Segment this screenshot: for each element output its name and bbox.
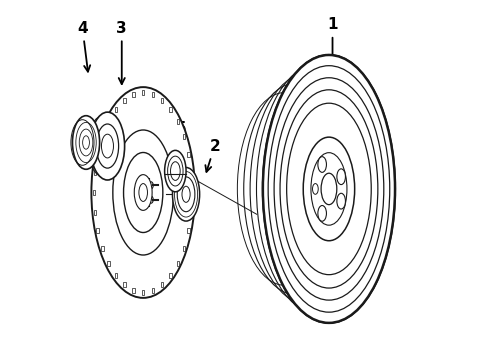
- FancyBboxPatch shape: [177, 119, 179, 124]
- Ellipse shape: [321, 173, 337, 204]
- FancyBboxPatch shape: [123, 98, 125, 103]
- Ellipse shape: [123, 153, 163, 233]
- FancyBboxPatch shape: [161, 283, 163, 288]
- Ellipse shape: [182, 186, 190, 202]
- Ellipse shape: [73, 116, 99, 169]
- FancyBboxPatch shape: [93, 190, 95, 195]
- Ellipse shape: [337, 193, 345, 209]
- FancyBboxPatch shape: [187, 228, 190, 233]
- Ellipse shape: [92, 87, 195, 298]
- Ellipse shape: [149, 196, 153, 203]
- FancyBboxPatch shape: [183, 246, 185, 251]
- Ellipse shape: [318, 157, 326, 172]
- FancyBboxPatch shape: [107, 119, 110, 124]
- FancyBboxPatch shape: [142, 90, 145, 95]
- FancyBboxPatch shape: [97, 152, 99, 157]
- FancyBboxPatch shape: [161, 98, 163, 103]
- Ellipse shape: [177, 177, 195, 212]
- Ellipse shape: [149, 182, 153, 189]
- Ellipse shape: [134, 175, 152, 210]
- Ellipse shape: [90, 112, 124, 180]
- Ellipse shape: [318, 206, 326, 221]
- FancyBboxPatch shape: [190, 210, 193, 215]
- FancyBboxPatch shape: [169, 273, 172, 278]
- FancyBboxPatch shape: [151, 288, 154, 293]
- Ellipse shape: [139, 184, 147, 202]
- Ellipse shape: [101, 134, 114, 158]
- FancyBboxPatch shape: [115, 107, 117, 112]
- Ellipse shape: [313, 184, 318, 194]
- FancyBboxPatch shape: [132, 288, 135, 293]
- FancyBboxPatch shape: [94, 171, 96, 175]
- FancyBboxPatch shape: [94, 210, 96, 215]
- FancyBboxPatch shape: [97, 228, 99, 233]
- Text: 5: 5: [174, 121, 186, 159]
- FancyBboxPatch shape: [101, 134, 103, 139]
- Ellipse shape: [172, 167, 199, 221]
- Ellipse shape: [303, 137, 355, 241]
- FancyBboxPatch shape: [123, 283, 125, 288]
- FancyBboxPatch shape: [101, 246, 103, 251]
- Ellipse shape: [311, 153, 347, 225]
- Text: 2: 2: [205, 139, 220, 172]
- Ellipse shape: [97, 124, 119, 168]
- FancyBboxPatch shape: [151, 92, 154, 97]
- Text: 3: 3: [117, 21, 127, 84]
- FancyBboxPatch shape: [132, 92, 135, 97]
- Ellipse shape: [165, 150, 186, 192]
- FancyBboxPatch shape: [191, 190, 194, 195]
- FancyBboxPatch shape: [142, 290, 145, 295]
- FancyBboxPatch shape: [177, 261, 179, 266]
- Text: 4: 4: [77, 21, 90, 72]
- FancyBboxPatch shape: [187, 152, 190, 157]
- FancyBboxPatch shape: [190, 171, 193, 175]
- Ellipse shape: [337, 169, 345, 185]
- FancyBboxPatch shape: [183, 134, 185, 139]
- Ellipse shape: [113, 130, 173, 255]
- Text: 1: 1: [327, 17, 338, 75]
- Ellipse shape: [139, 175, 144, 183]
- FancyBboxPatch shape: [107, 261, 110, 266]
- FancyBboxPatch shape: [115, 273, 117, 278]
- Ellipse shape: [139, 203, 144, 210]
- Ellipse shape: [263, 55, 395, 323]
- FancyBboxPatch shape: [169, 107, 172, 112]
